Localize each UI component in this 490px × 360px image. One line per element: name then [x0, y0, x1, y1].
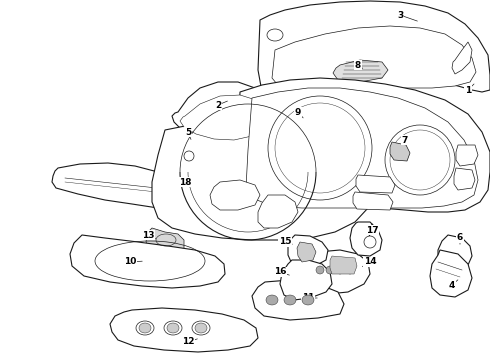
Polygon shape [454, 168, 475, 190]
Ellipse shape [267, 29, 283, 41]
Ellipse shape [184, 151, 194, 161]
Polygon shape [333, 60, 388, 82]
Polygon shape [172, 82, 275, 145]
Ellipse shape [385, 125, 455, 195]
Polygon shape [272, 26, 476, 92]
Polygon shape [52, 163, 182, 208]
Text: 16: 16 [274, 267, 286, 276]
Text: 18: 18 [179, 177, 191, 186]
Ellipse shape [139, 323, 151, 333]
Polygon shape [70, 235, 225, 288]
Ellipse shape [284, 295, 296, 305]
Ellipse shape [275, 103, 365, 193]
Polygon shape [356, 175, 395, 193]
Ellipse shape [192, 321, 210, 335]
Ellipse shape [336, 266, 344, 274]
Ellipse shape [164, 321, 182, 335]
Polygon shape [252, 280, 344, 320]
Text: 5: 5 [185, 127, 191, 136]
Polygon shape [456, 145, 478, 166]
Ellipse shape [364, 236, 376, 248]
Polygon shape [258, 1, 490, 98]
Polygon shape [174, 140, 205, 172]
Text: 9: 9 [295, 108, 301, 117]
Polygon shape [210, 180, 260, 210]
Ellipse shape [346, 266, 354, 274]
Text: 7: 7 [402, 135, 408, 144]
Ellipse shape [316, 266, 324, 274]
Polygon shape [110, 308, 258, 352]
Polygon shape [280, 260, 332, 300]
Text: 15: 15 [279, 238, 291, 247]
Ellipse shape [195, 323, 207, 333]
Ellipse shape [302, 295, 314, 305]
Polygon shape [246, 88, 478, 208]
Polygon shape [288, 235, 328, 268]
Text: 3: 3 [397, 10, 403, 19]
Text: 8: 8 [355, 60, 361, 69]
Polygon shape [306, 250, 370, 294]
Text: 4: 4 [449, 280, 455, 289]
Text: 1: 1 [465, 86, 471, 95]
Text: 13: 13 [142, 230, 154, 239]
Ellipse shape [326, 266, 334, 274]
Polygon shape [180, 95, 265, 140]
Text: 10: 10 [124, 257, 136, 266]
Polygon shape [258, 195, 298, 228]
Polygon shape [430, 250, 472, 297]
Polygon shape [353, 192, 393, 210]
Polygon shape [238, 78, 490, 212]
Ellipse shape [136, 321, 154, 335]
Text: 6: 6 [457, 234, 463, 243]
Polygon shape [390, 142, 410, 161]
Polygon shape [350, 222, 382, 256]
Ellipse shape [268, 96, 372, 200]
Polygon shape [452, 42, 472, 74]
Text: 14: 14 [364, 257, 376, 266]
Text: 11: 11 [302, 293, 314, 302]
Polygon shape [380, 125, 424, 168]
Text: 17: 17 [366, 225, 378, 234]
Ellipse shape [167, 323, 179, 333]
Ellipse shape [266, 295, 278, 305]
Polygon shape [330, 256, 357, 274]
Polygon shape [297, 242, 316, 262]
Polygon shape [438, 235, 472, 270]
Polygon shape [152, 120, 372, 240]
Ellipse shape [390, 130, 450, 190]
Polygon shape [146, 228, 184, 253]
Text: 12: 12 [182, 338, 194, 346]
Text: 2: 2 [215, 100, 221, 109]
